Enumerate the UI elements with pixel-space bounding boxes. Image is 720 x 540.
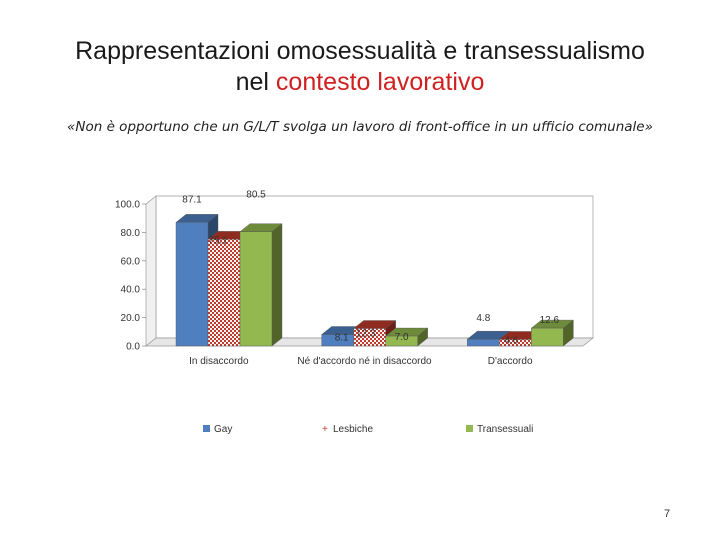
legend-item: Gay [203, 424, 232, 435]
data-label: 8.1 [335, 332, 349, 343]
y-tick-label: 0.0 [126, 342, 140, 353]
data-label: 87.1 [182, 194, 202, 205]
y-tick-label: 100.0 [115, 200, 140, 211]
title-line-1: Rappresentazioni omosessualità e transes… [75, 37, 645, 65]
legend-label: Gay [214, 424, 232, 435]
bar-front [385, 335, 418, 347]
lesbiche-bar [353, 320, 397, 347]
bar-front [239, 231, 273, 347]
legend-item: + Lesbiche [322, 424, 373, 435]
data-label: 80.5 [246, 190, 266, 201]
chart-legend: Gay + Lesbiche Transessuali [203, 424, 533, 435]
y-tick-label: 20.0 [121, 313, 141, 324]
legend-marker [203, 425, 210, 432]
title-line-2-black: nel [235, 68, 276, 96]
y-tick-label: 40.0 [121, 285, 141, 296]
bar-front [207, 239, 241, 347]
category-label: In disaccordo [189, 356, 249, 367]
bar-side [271, 223, 283, 347]
legend-label: Transessuali [477, 424, 533, 435]
page-number: 7 [664, 508, 671, 520]
transessuali-bar [530, 319, 574, 347]
data-label: 4.8 [476, 313, 490, 324]
category-label: Né d'accordo né in disaccordo [297, 356, 432, 367]
data-label: 4.6 [504, 335, 518, 346]
bar-front [467, 338, 500, 347]
data-label: 12.3 [356, 329, 376, 340]
bar-front [175, 222, 209, 347]
bar-front [531, 327, 564, 347]
legend-marker: + [322, 424, 328, 435]
legend-marker [466, 425, 473, 432]
data-label: 7.0 [395, 332, 409, 343]
title-line-2-red: contesto lavorativo [275, 68, 485, 96]
legend-item: Transessuali [466, 424, 533, 435]
chart-bars [175, 213, 574, 347]
category-label: D'accordo [488, 356, 533, 367]
y-tick-label: 60.0 [121, 256, 141, 267]
slide-title: Rappresentazioni omosessualità e transes… [0, 36, 720, 98]
data-label: 75.1 [208, 235, 228, 246]
slide-subtitle: «Non è opportuno che un G/L/T svolga un … [67, 119, 653, 135]
data-label: 12.6 [540, 315, 560, 326]
legend-label: Lesbiche [333, 424, 373, 435]
chart-side-wall [145, 195, 157, 347]
transessuali-bar [385, 327, 429, 347]
y-tick-label: 80.0 [121, 228, 141, 239]
chart-labels: 87.1 8.1 4.8 75.1 12.3 4.6 80.5 7.0 12.6 [182, 190, 559, 347]
transessuali-bar [239, 223, 283, 347]
title-line-2: nel contesto lavorativo [0, 67, 720, 98]
